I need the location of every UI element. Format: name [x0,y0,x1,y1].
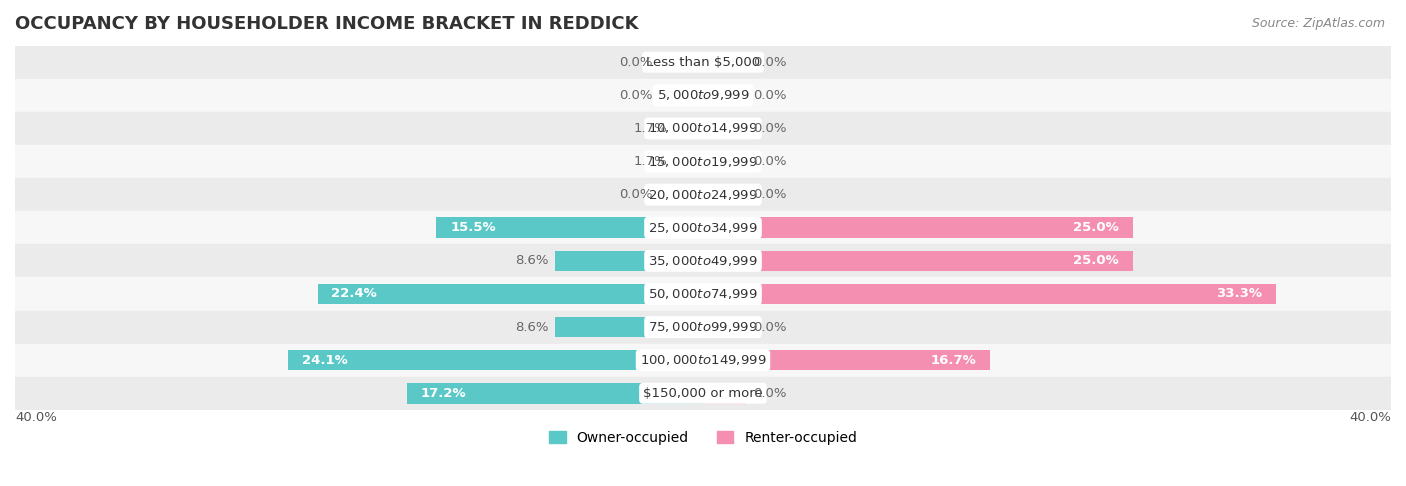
Text: 40.0%: 40.0% [1350,411,1391,423]
Bar [408,383,703,403]
Text: 1.7%: 1.7% [633,155,666,168]
Text: 0.0%: 0.0% [752,188,786,201]
Bar [288,350,703,370]
Bar [15,344,1391,377]
Bar [15,178,1391,211]
Text: $20,000 to $24,999: $20,000 to $24,999 [648,188,758,202]
Text: $100,000 to $149,999: $100,000 to $149,999 [640,353,766,367]
Legend: Owner-occupied, Renter-occupied: Owner-occupied, Renter-occupied [543,425,863,450]
Bar [555,317,703,337]
Text: $150,000 or more: $150,000 or more [643,387,763,400]
Text: 0.0%: 0.0% [620,188,654,201]
Bar [703,317,747,337]
Bar [15,211,1391,244]
Text: $15,000 to $19,999: $15,000 to $19,999 [648,155,758,169]
Bar [703,284,1275,304]
Text: 24.1%: 24.1% [302,354,349,367]
Bar [703,85,747,105]
Text: 0.0%: 0.0% [752,122,786,135]
Text: OCCUPANCY BY HOUSEHOLDER INCOME BRACKET IN REDDICK: OCCUPANCY BY HOUSEHOLDER INCOME BRACKET … [15,15,638,33]
Bar [15,377,1391,410]
Bar [15,244,1391,278]
Bar [703,151,747,172]
Bar [659,85,703,105]
Bar [436,218,703,238]
Text: 8.6%: 8.6% [515,254,548,267]
Text: Source: ZipAtlas.com: Source: ZipAtlas.com [1251,17,1385,30]
Bar [318,284,703,304]
Bar [703,383,747,403]
Text: 0.0%: 0.0% [752,56,786,69]
Bar [15,46,1391,79]
Text: $5,000 to $9,999: $5,000 to $9,999 [657,88,749,103]
Bar [673,151,703,172]
Text: 33.3%: 33.3% [1216,288,1263,300]
Bar [555,251,703,271]
Bar [15,278,1391,311]
Text: $35,000 to $49,999: $35,000 to $49,999 [648,254,758,268]
Text: 0.0%: 0.0% [752,89,786,102]
Text: 0.0%: 0.0% [620,56,654,69]
Text: 25.0%: 25.0% [1074,254,1119,267]
Bar [15,311,1391,344]
Text: $25,000 to $34,999: $25,000 to $34,999 [648,221,758,235]
Bar [659,52,703,72]
Text: 15.5%: 15.5% [450,221,496,234]
Text: 25.0%: 25.0% [1074,221,1119,234]
Bar [673,118,703,139]
Text: 0.0%: 0.0% [752,321,786,333]
Text: 0.0%: 0.0% [752,155,786,168]
Bar [703,118,747,139]
Text: $10,000 to $14,999: $10,000 to $14,999 [648,122,758,136]
Bar [659,184,703,205]
Text: 0.0%: 0.0% [752,387,786,400]
Bar [703,52,747,72]
Bar [15,112,1391,145]
Text: $50,000 to $74,999: $50,000 to $74,999 [648,287,758,301]
Bar [703,184,747,205]
Bar [15,145,1391,178]
Text: 1.7%: 1.7% [633,122,666,135]
Text: 40.0%: 40.0% [15,411,56,423]
Text: 22.4%: 22.4% [332,288,377,300]
Bar [703,218,1133,238]
Text: Less than $5,000: Less than $5,000 [645,56,761,69]
Bar [703,251,1133,271]
Text: 16.7%: 16.7% [931,354,977,367]
Text: $75,000 to $99,999: $75,000 to $99,999 [648,320,758,334]
Bar [15,79,1391,112]
Bar [703,350,990,370]
Text: 17.2%: 17.2% [420,387,467,400]
Text: 0.0%: 0.0% [620,89,654,102]
Text: 8.6%: 8.6% [515,321,548,333]
